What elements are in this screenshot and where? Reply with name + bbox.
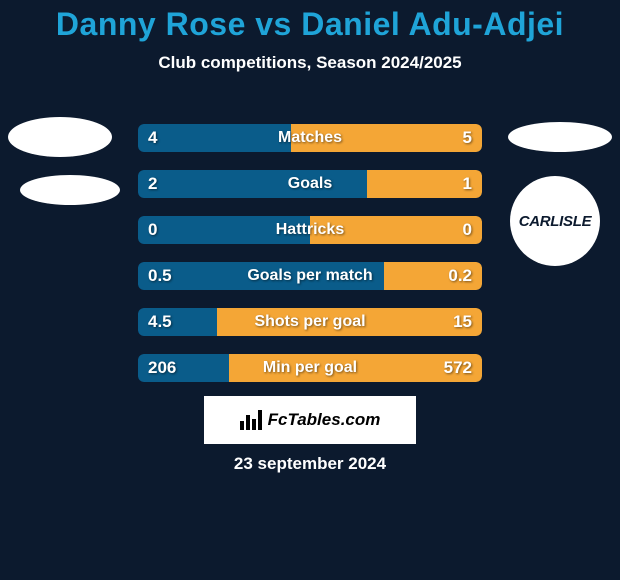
footer-date: 23 september 2024 (0, 454, 620, 474)
avatar-right-1 (508, 122, 612, 152)
club-label: CARLISLE (519, 213, 592, 230)
footer-logo: FcTables.com (204, 396, 416, 444)
comparison-card: Danny Rose vs Daniel Adu-Adjei Club comp… (0, 0, 620, 580)
bar-row: 0.50.2Goals per match (138, 262, 482, 290)
chart-icon (240, 410, 262, 430)
subtitle: Club competitions, Season 2024/2025 (0, 53, 620, 73)
bar-row: 206572Min per goal (138, 354, 482, 382)
bar-label: Shots per goal (138, 308, 482, 336)
bar-label: Goals (138, 170, 482, 198)
logo-text: FcTables.com (268, 410, 381, 430)
bar-label: Goals per match (138, 262, 482, 290)
bars-container: 45Matches 21Goals 00Hattricks 0.50.2Goals p… (138, 124, 482, 400)
avatar-left-1 (8, 117, 112, 157)
bar-row: 21Goals (138, 170, 482, 198)
bar-label: Matches (138, 124, 482, 152)
bar-label: Min per goal (138, 354, 482, 382)
page-title: Danny Rose vs Daniel Adu-Adjei (0, 6, 620, 43)
bar-row: 00Hattricks (138, 216, 482, 244)
avatar-right-2: CARLISLE (510, 176, 600, 266)
bar-row: 4.515Shots per goal (138, 308, 482, 336)
bar-label: Hattricks (138, 216, 482, 244)
avatar-left-2 (20, 175, 120, 205)
bar-row: 45Matches (138, 124, 482, 152)
